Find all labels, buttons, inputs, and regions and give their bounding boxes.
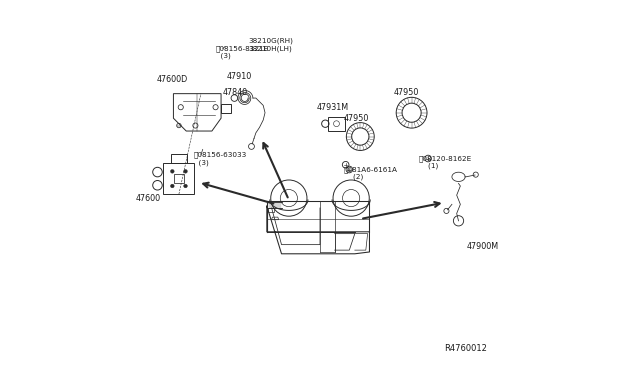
Circle shape — [184, 170, 188, 173]
Circle shape — [170, 170, 174, 173]
Text: 47600: 47600 — [136, 194, 161, 203]
Circle shape — [184, 184, 188, 188]
Text: Ⓑ081A6-6161A
    (2): Ⓑ081A6-6161A (2) — [344, 166, 398, 180]
Text: Ⓑ08120-8162E
    (1): Ⓑ08120-8162E (1) — [419, 155, 472, 169]
Text: Ⓑ08156-63033
  (3): Ⓑ08156-63033 (3) — [193, 151, 247, 166]
Text: 47910: 47910 — [227, 71, 252, 81]
Text: 47600D: 47600D — [157, 75, 188, 84]
Text: 47900M: 47900M — [467, 242, 499, 251]
Text: 38210G(RH)
38210H(LH): 38210G(RH) 38210H(LH) — [248, 38, 293, 52]
Text: 47840: 47840 — [223, 88, 248, 97]
Text: 47950: 47950 — [394, 88, 419, 97]
Text: R4760012: R4760012 — [444, 344, 487, 353]
Text: 47950: 47950 — [344, 114, 369, 123]
Circle shape — [170, 184, 174, 188]
Text: Ⓑ08156-8121E
  (3): Ⓑ08156-8121E (3) — [216, 45, 269, 59]
Text: 47931M: 47931M — [317, 103, 349, 112]
